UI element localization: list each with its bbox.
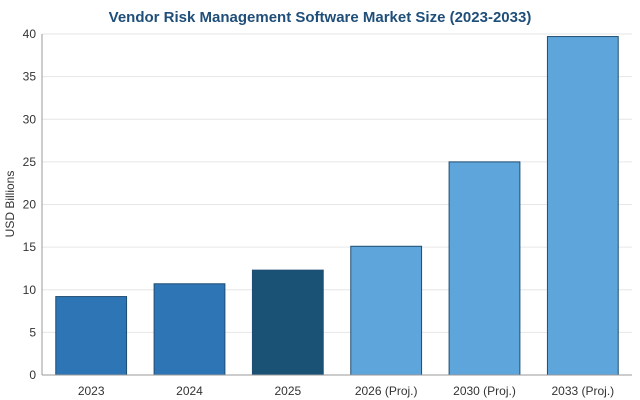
y-tick-label: 15 xyxy=(23,240,37,254)
chart-title: Vendor Risk Management Software Market S… xyxy=(109,9,532,26)
x-tick-label: 2030 (Proj.) xyxy=(453,384,516,398)
x-tick-label: 2023 xyxy=(78,384,105,398)
bar xyxy=(546,36,619,376)
x-tick-label: 2025 xyxy=(274,384,301,398)
bar xyxy=(153,283,226,376)
bar xyxy=(350,245,423,376)
y-tick-label: 10 xyxy=(23,283,37,297)
y-tick-label: 5 xyxy=(29,325,36,339)
y-tick-label: 30 xyxy=(23,112,37,126)
bar xyxy=(55,296,128,376)
y-tick-label: 20 xyxy=(23,198,37,212)
bars xyxy=(55,36,619,376)
y-axis-label: USD Billions xyxy=(3,171,17,238)
y-tick-label: 35 xyxy=(23,70,37,84)
y-tick-label: 25 xyxy=(23,155,37,169)
x-tick-label: 2033 (Proj.) xyxy=(551,384,614,398)
x-tick-label: 2026 (Proj.) xyxy=(355,384,418,398)
bar xyxy=(448,161,521,376)
y-tick-label: 40 xyxy=(23,27,37,41)
bar xyxy=(251,269,324,376)
y-tick-label: 0 xyxy=(29,368,36,382)
gridlines xyxy=(42,33,632,376)
x-tick-label: 2024 xyxy=(176,384,203,398)
